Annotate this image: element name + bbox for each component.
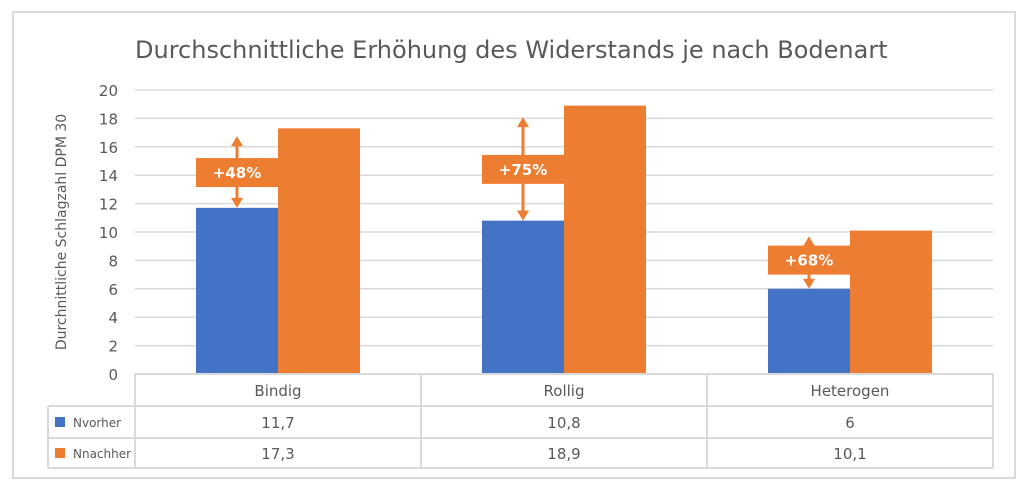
data-cell: 10,8 — [547, 414, 580, 432]
annotation-label: +48% — [213, 164, 261, 182]
annotation-box — [768, 245, 850, 275]
chart-title: Durchschnittliche Erhöhung des Widerstan… — [135, 36, 888, 64]
y-tick-label: 2 — [108, 338, 118, 356]
annotation-label: +75% — [499, 161, 547, 179]
bar-nnachher-rollig — [564, 105, 646, 375]
legend-swatch-nvorher — [55, 417, 65, 427]
category-label: Rollig — [544, 382, 585, 400]
data-cell: 18,9 — [547, 445, 580, 463]
bar-nvorher-heterogen — [768, 288, 850, 374]
bar-nvorher-bindig — [196, 207, 278, 374]
y-tick-label: 14 — [99, 167, 118, 185]
y-axis-title: Durchnittliche Schlagzahl DPM 30 — [54, 114, 70, 350]
y-tick-label: 10 — [99, 224, 118, 242]
data-cell: 6 — [845, 414, 855, 432]
chart-frame — [12, 11, 1016, 479]
y-tick-label: 0 — [108, 366, 118, 384]
annotation-box — [482, 154, 564, 184]
y-tick-label: 20 — [99, 82, 118, 100]
data-cell: 10,1 — [833, 445, 866, 463]
y-tick-label: 6 — [108, 281, 118, 299]
y-tick-label: 18 — [99, 110, 118, 128]
legend-label: Nvorher — [73, 416, 121, 430]
y-tick-label: 4 — [108, 309, 118, 327]
arrow-down-icon — [803, 278, 815, 289]
y-tick-label: 16 — [99, 139, 118, 157]
arrow-up-icon — [517, 117, 529, 128]
arrow-down-icon — [517, 210, 529, 221]
arrow-up-icon — [803, 236, 815, 247]
annotation-label: +68% — [785, 252, 833, 270]
bar-nvorher-rollig — [482, 220, 564, 374]
annotation-box — [196, 158, 278, 188]
bar-nnachher-bindig — [278, 128, 360, 374]
data-cell: 17,3 — [261, 445, 294, 463]
data-cell: 11,7 — [261, 414, 294, 432]
category-label: Heterogen — [811, 382, 890, 400]
legend-label: Nnachher — [73, 447, 131, 461]
y-tick-label: 8 — [108, 252, 118, 270]
y-tick-label: 12 — [99, 196, 118, 214]
arrow-up-icon — [231, 136, 243, 147]
category-label: Bindig — [254, 382, 301, 400]
arrow-down-icon — [231, 197, 243, 208]
legend-swatch-nnachher — [55, 448, 65, 458]
bar-nnachher-heterogen — [850, 230, 932, 374]
